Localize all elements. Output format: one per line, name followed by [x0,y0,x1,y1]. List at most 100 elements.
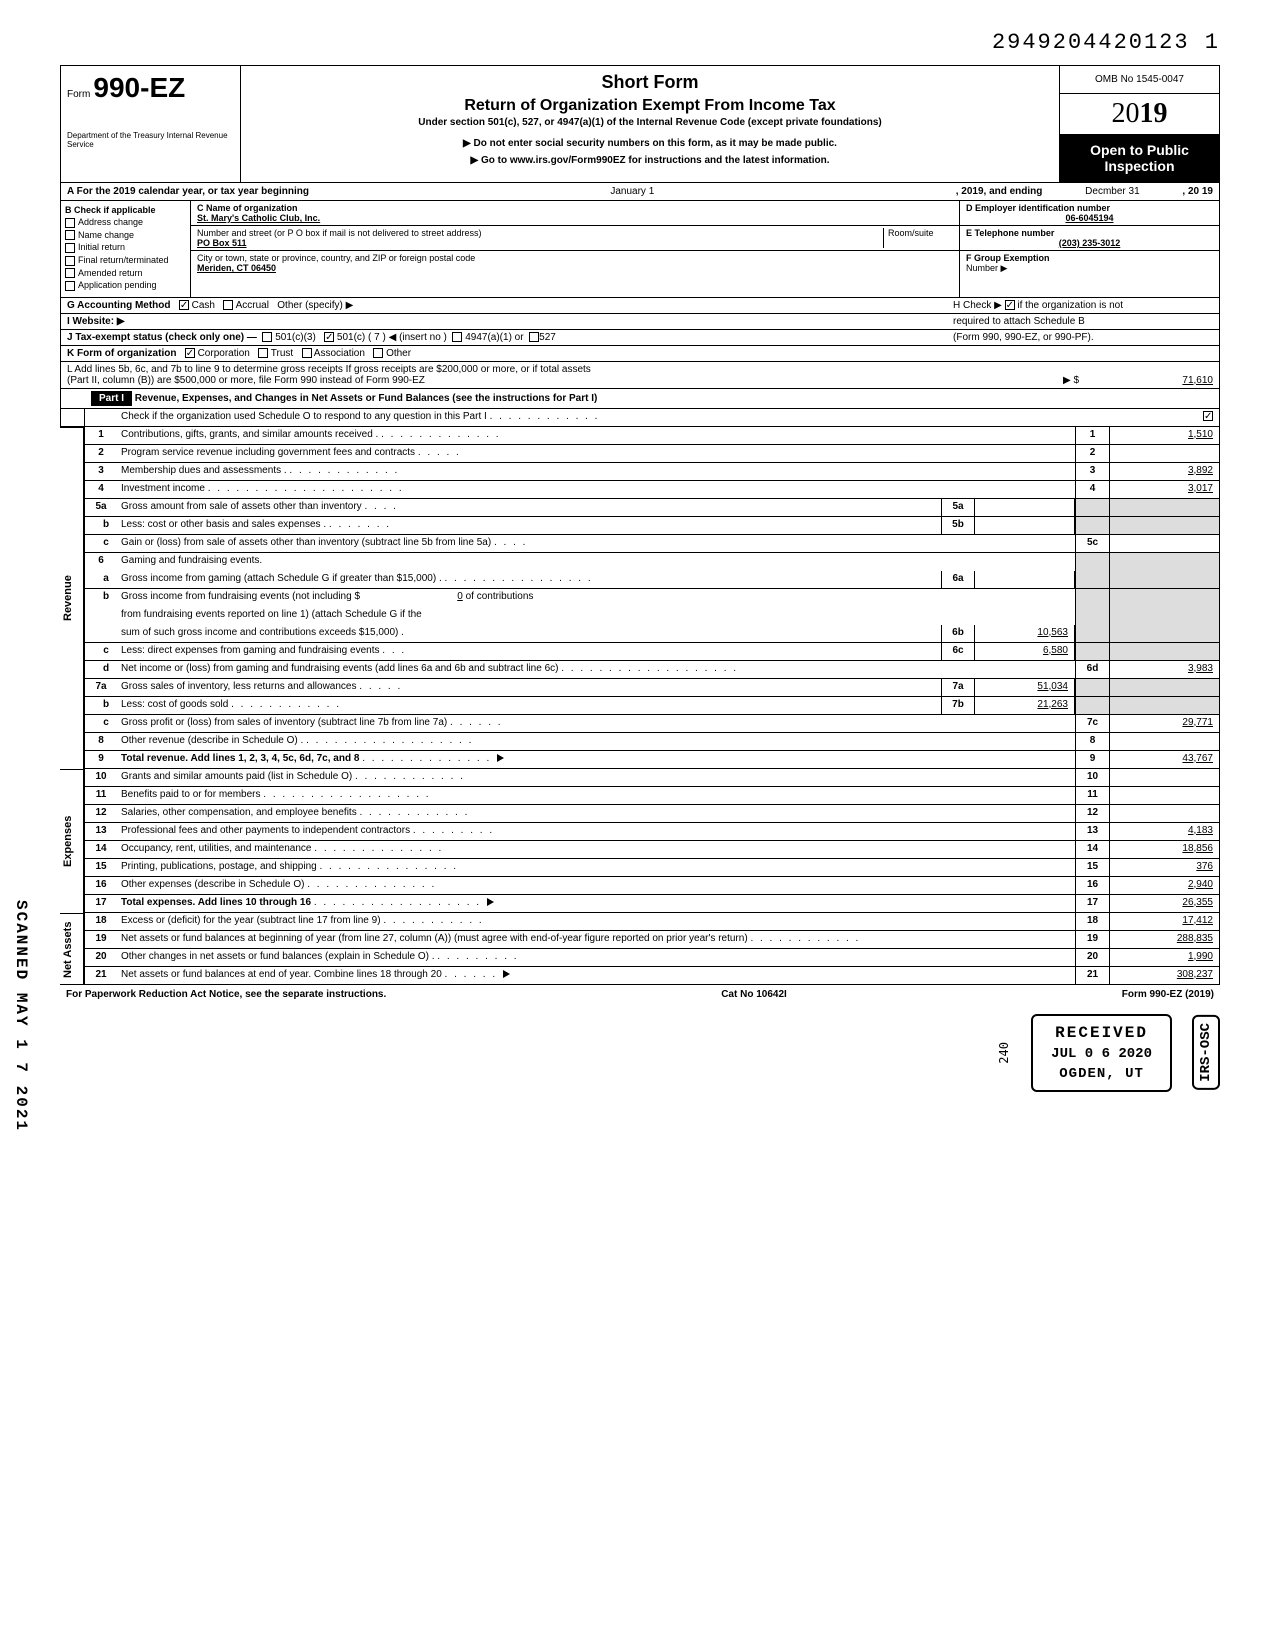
check-cash[interactable] [179,300,189,310]
row-a-yr: , 20 19 [1182,186,1213,197]
g-accounting: G Accounting Method Cash Accrual Other (… [67,300,353,311]
line-12: 12Salaries, other compensation, and empl… [84,805,1220,823]
line-21: 21Net assets or fund balances at end of … [84,967,1220,985]
check-schedule-o[interactable] [1203,411,1213,421]
check-address-change[interactable]: Address change [65,217,186,228]
line-9-val: 43,767 [1109,751,1219,768]
received-date: JUL 0 6 2020 [1051,1046,1152,1062]
check-trust[interactable] [258,348,268,358]
check-4947[interactable] [452,332,462,342]
line-1-val: 1,510 [1109,427,1219,444]
check-association[interactable] [302,348,312,358]
line-19: 19Net assets or fund balances at beginni… [84,931,1220,949]
received-label: RECEIVED [1051,1024,1152,1042]
row-a-mid: , 2019, and ending [956,186,1043,197]
street-label: Number and street (or P O box if mail is… [197,228,883,238]
h-text1: H Check ▶ [953,300,1002,311]
line-11-val [1109,787,1219,804]
check-initial-return[interactable]: Initial return [65,242,186,253]
row-a-label: A For the 2019 calendar year, or tax yea… [67,186,309,197]
line-2-val [1109,445,1219,462]
line-6b-3: sum of such gross income and contributio… [84,625,1220,643]
stamp-code: 240 [997,1042,1011,1064]
k-label: K Form of organization [67,348,176,359]
l-text2: (Part II, column (B)) are $500,000 or mo… [67,375,1063,386]
section-b: B Check if applicable Address change Nam… [61,201,191,297]
check-501c3[interactable] [262,332,272,342]
line-13-val: 4,183 [1109,823,1219,840]
line-16-val: 2,940 [1109,877,1219,894]
j-opt2: 501(c) ( 7 ) ◀ (insert no ) [337,332,447,343]
org-name: St. Mary's Catholic Club, Inc. [197,213,320,223]
line-5b: bLess: cost or other basis and sales exp… [84,517,1220,535]
city-value: Meriden, CT 06450 [197,263,276,273]
year-bold: 19 [1140,98,1168,129]
row-g-h: G Accounting Method Cash Accrual Other (… [60,298,1220,314]
line-15: 15Printing, publications, postage, and s… [84,859,1220,877]
e-label: E Telephone number [966,228,1213,238]
check-corporation[interactable] [185,348,195,358]
i-website: I Website: ▶ [67,316,125,327]
check-pending[interactable]: Application pending [65,280,186,291]
check-name-change[interactable]: Name change [65,230,186,241]
check-other[interactable] [373,348,383,358]
side-expenses: Expenses [60,769,84,913]
arrow-icon [487,898,494,906]
line-6b-2: from fundraising events reported on line… [84,607,1220,625]
k-trust: Trust [271,348,293,359]
line-20: 20Other changes in net assets or fund ba… [84,949,1220,967]
phone-value: (203) 235-3012 [966,238,1213,248]
scanned-stamp: SCANNED MAY 1 7 2021 [12,900,30,1132]
check-501c[interactable] [324,332,334,342]
check-amended[interactable]: Amended return [65,268,186,279]
omb-number: OMB No 1545-0047 [1060,66,1219,94]
line-18: 18Excess or (deficit) for the year (subt… [84,913,1220,931]
line-9: 9Total revenue. Add lines 1, 2, 3, 4, 5c… [84,751,1220,769]
c-label: C Name of organization [197,203,953,213]
line-6c-val: 6,580 [975,643,1075,660]
row-k: K Form of organization Corporation Trust… [60,346,1220,362]
line-5a-val [975,499,1075,516]
j-status: J Tax-exempt status (check only one) — 5… [67,332,556,343]
j-label: J Tax-exempt status (check only one) — [67,332,257,343]
part1-check-row: Check if the organization used Schedule … [60,409,1220,427]
form-title: Return of Organization Exempt From Incom… [251,97,1049,115]
l-text1: L Add lines 5b, 6c, and 7b to line 9 to … [67,364,1063,375]
received-stamp: RECEIVED JUL 0 6 2020 OGDEN, UT [1031,1014,1172,1092]
check-schedule-b[interactable] [1005,300,1015,310]
tax-year: 2019 [1060,94,1219,134]
line-3-val: 3,892 [1109,463,1219,480]
line-4: 4Investment income . . . . . . . . . . .… [84,481,1220,499]
part1-header: Part I Revenue, Expenses, and Changes in… [60,389,1220,409]
arrow-icon [503,970,510,978]
l-value: 71,610 [1103,375,1213,386]
l-arrow: ▶ $ [1063,375,1103,386]
j-opt4: 527 [539,332,556,343]
line-3: 3Membership dues and assessments . . . .… [84,463,1220,481]
line-12-val [1109,805,1219,822]
line-19-val: 288,835 [1109,931,1219,948]
check-label: Name change [78,230,134,240]
stamp-area: 240 RECEIVED JUL 0 6 2020 OGDEN, UT IRS-… [60,1014,1220,1092]
note-ssn: ▶ Do not enter social security numbers o… [251,138,1049,149]
arrow-icon [497,754,504,762]
line-6a: aGross income from gaming (attach Schedu… [84,571,1220,589]
section-d-e-f: D Employer identification number 06-6045… [959,201,1219,297]
footer-row: For Paperwork Reduction Act Notice, see … [60,984,1220,1004]
part1-label: Part I [91,391,132,406]
row-l: L Add lines 5b, 6c, and 7b to line 9 to … [60,362,1220,389]
check-accrual[interactable] [223,300,233,310]
form-subtitle: Under section 501(c), 527, or 4947(a)(1)… [251,117,1049,128]
line-7a: 7aGross sales of inventory, less returns… [84,679,1220,697]
info-block: B Check if applicable Address change Nam… [60,201,1220,298]
j-opt1: 501(c)(3) [275,332,316,343]
check-final-return[interactable]: Final return/terminated [65,255,186,266]
row-a: A For the 2019 calendar year, or tax yea… [60,182,1220,201]
line-6b-contrib: 0 [363,591,463,602]
line-8-val [1109,733,1219,750]
year-end: Decmber 31 [1042,186,1182,197]
check-527[interactable] [529,332,539,342]
line-15-val: 376 [1109,859,1219,876]
line-6d: dNet income or (loss) from gaming and fu… [84,661,1220,679]
open-to-public: Open to Public Inspection [1060,134,1219,182]
